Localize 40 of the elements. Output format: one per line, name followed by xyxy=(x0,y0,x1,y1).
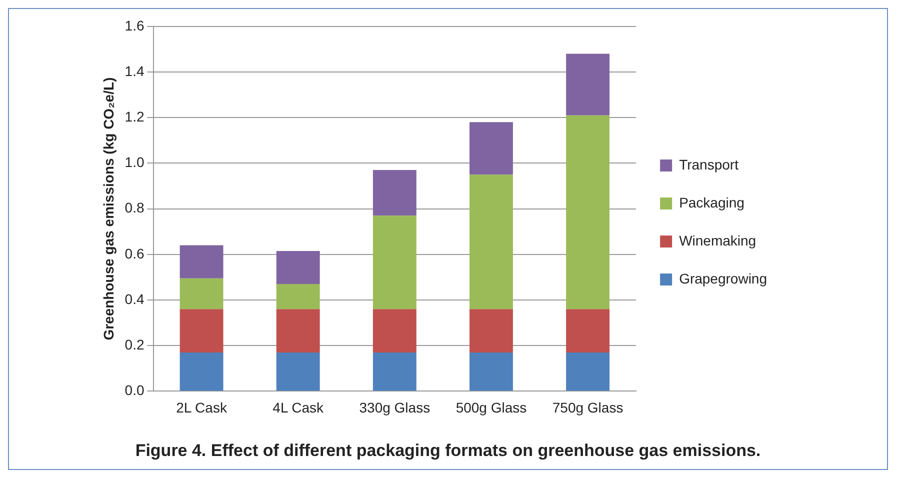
bar xyxy=(372,309,416,352)
x-tick-label: 500g Glass xyxy=(456,399,527,416)
y-tick-label: 0.2 xyxy=(124,336,144,352)
bar xyxy=(180,352,224,391)
legend-label: Transport xyxy=(679,156,739,172)
bar xyxy=(372,352,416,391)
x-tick-label: 750g Glass xyxy=(552,399,624,416)
y-tick-label: 0.4 xyxy=(124,290,144,307)
x-tick-label: 4L Cask xyxy=(272,399,325,416)
bar xyxy=(276,309,320,352)
y-tick-label: 0.0 xyxy=(124,382,144,398)
bar xyxy=(469,352,513,391)
bar xyxy=(469,309,513,352)
y-axis-title: Greenhouse gas emissions (kg CO₂e/L) xyxy=(100,77,116,340)
bar xyxy=(180,245,224,278)
x-tick-label: 2L Cask xyxy=(176,399,228,416)
y-tick-label: 1.0 xyxy=(124,154,144,170)
bar xyxy=(566,352,610,391)
bar xyxy=(469,174,513,310)
y-tick-label: 1.2 xyxy=(124,108,144,124)
bar xyxy=(469,122,513,175)
y-tick-label: 0.8 xyxy=(124,200,144,216)
y-tick-label: 1.6 xyxy=(124,17,144,34)
y-tick-label: 0.6 xyxy=(124,245,144,262)
x-tick-label: 330g Glass xyxy=(359,399,430,416)
legend-label: Grapegrowing xyxy=(679,270,767,286)
bar xyxy=(276,284,320,310)
bar xyxy=(566,115,610,310)
bar xyxy=(566,309,610,352)
legend-label: Packaging xyxy=(679,194,744,210)
legend-label: Winemaking xyxy=(679,232,756,248)
y-tick-label: 1.4 xyxy=(124,62,144,79)
bar xyxy=(372,170,416,216)
bar xyxy=(276,352,320,391)
bar xyxy=(372,216,416,310)
caption: Figure 4. Effect of different packaging formats on greenhouse gas emissions. xyxy=(134,441,762,461)
bar xyxy=(566,54,610,116)
bar xyxy=(180,309,224,352)
bar xyxy=(276,250,320,284)
bar xyxy=(180,278,224,310)
